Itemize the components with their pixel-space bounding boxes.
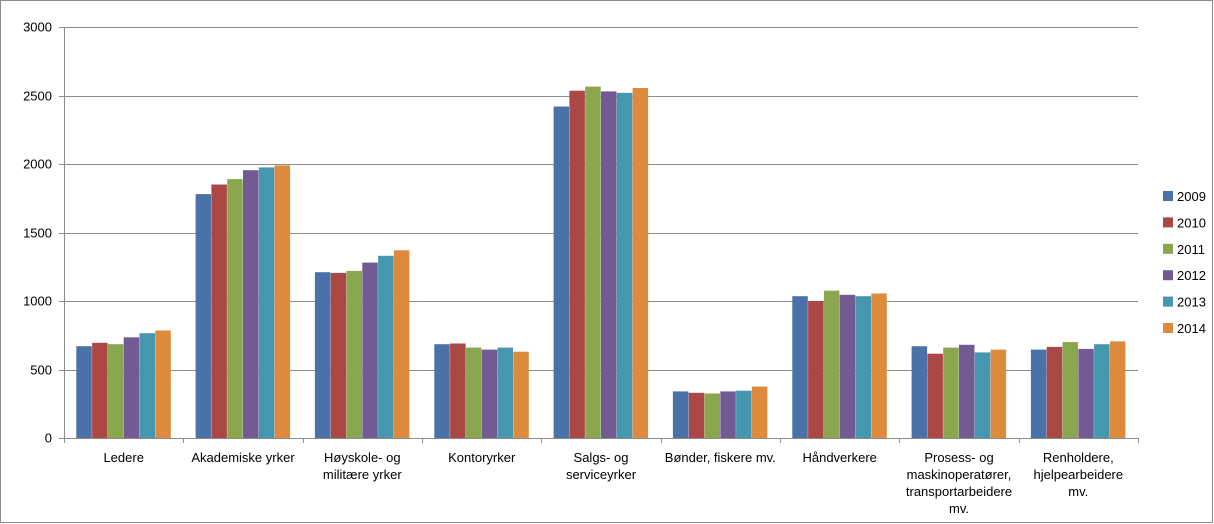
legend-label: 2013 xyxy=(1177,295,1206,310)
x-category-label: Høyskole- og militære yrker xyxy=(323,450,402,482)
bar xyxy=(792,296,808,438)
bar xyxy=(450,343,466,438)
bar xyxy=(330,272,347,438)
bar xyxy=(481,349,498,438)
bar xyxy=(1094,344,1110,438)
bar xyxy=(974,352,991,438)
bar xyxy=(378,255,394,438)
y-tick-label: 2500 xyxy=(23,89,52,104)
bar xyxy=(1078,348,1094,438)
bar xyxy=(553,106,570,438)
bar xyxy=(76,346,92,438)
bar xyxy=(123,337,140,438)
bar xyxy=(569,90,585,438)
x-category-label: Salgs- og serviceyrker xyxy=(566,450,637,482)
axes xyxy=(59,27,1139,443)
bar xyxy=(362,262,378,438)
bar xyxy=(808,301,824,438)
bar xyxy=(513,351,529,438)
legend-swatch xyxy=(1163,270,1173,281)
y-tick-label: 3000 xyxy=(23,20,52,35)
bar xyxy=(1046,346,1063,438)
bar xyxy=(211,184,227,438)
x-category-label: Renholdere, hjelpearbeidere mv. xyxy=(1033,450,1123,499)
bar xyxy=(227,179,243,438)
bar xyxy=(346,270,362,438)
bar xyxy=(688,392,705,438)
bar xyxy=(927,353,943,438)
x-category-label: Håndverkere xyxy=(802,450,876,465)
bar xyxy=(672,391,689,438)
bar xyxy=(839,294,856,438)
bar xyxy=(720,391,736,438)
legend-label: 2011 xyxy=(1177,242,1205,257)
legend-swatch xyxy=(1163,296,1173,307)
legend-label: 2014 xyxy=(1177,321,1206,336)
legend-label: 2010 xyxy=(1177,215,1206,230)
bar xyxy=(258,167,275,438)
bar xyxy=(92,342,108,438)
bar xyxy=(274,165,291,438)
bar xyxy=(243,170,259,438)
x-category-label: Ledere xyxy=(103,450,143,465)
bar xyxy=(314,272,331,438)
bar xyxy=(393,250,410,438)
x-category-label: Kontoryrker xyxy=(448,450,516,465)
bar xyxy=(959,344,975,438)
x-category-label: Prosess- og maskinoperatører, transportarb… xyxy=(906,450,1012,516)
bar xyxy=(434,344,450,438)
bar xyxy=(585,86,601,438)
bar xyxy=(139,333,155,438)
bar xyxy=(155,330,171,438)
bar xyxy=(871,293,887,438)
legend-swatch xyxy=(1163,217,1173,228)
bars xyxy=(76,86,1126,439)
bar xyxy=(195,194,212,438)
bar xyxy=(704,393,720,438)
bar xyxy=(601,91,617,439)
y-tick-label: 1000 xyxy=(23,294,52,309)
y-tick-label: 500 xyxy=(30,363,52,378)
bar xyxy=(465,347,482,438)
legend-swatch xyxy=(1163,323,1173,333)
bar xyxy=(616,92,633,439)
legend-swatch xyxy=(1163,243,1173,254)
bar xyxy=(823,290,840,438)
bar xyxy=(1109,341,1126,438)
x-category-label: Bønder, fiskere mv. xyxy=(665,450,776,465)
legend-label: 2009 xyxy=(1177,189,1206,204)
y-tick-label: 1500 xyxy=(23,226,52,241)
bar xyxy=(736,390,752,438)
bar xyxy=(1030,349,1047,438)
axis-labels: 0 500 1000 1500 2000 2500 3000 Ledere Akademiske… xyxy=(23,20,1123,517)
legend-label: 2012 xyxy=(1177,268,1206,283)
x-category-label: Akademiske yrker xyxy=(191,450,295,465)
bar xyxy=(497,347,513,438)
bar xyxy=(990,349,1007,438)
bar xyxy=(943,347,959,438)
legend-swatch xyxy=(1163,191,1173,201)
bar xyxy=(107,344,124,438)
bar xyxy=(855,296,871,438)
bar xyxy=(751,386,768,438)
bar xyxy=(911,346,928,438)
legend: 2009 2010 2011 2012 2013 2014 xyxy=(1163,189,1206,336)
y-tick-label: 2000 xyxy=(23,157,52,172)
bar xyxy=(632,88,649,438)
bar xyxy=(1062,342,1078,438)
y-tick-label: 0 xyxy=(45,431,52,446)
